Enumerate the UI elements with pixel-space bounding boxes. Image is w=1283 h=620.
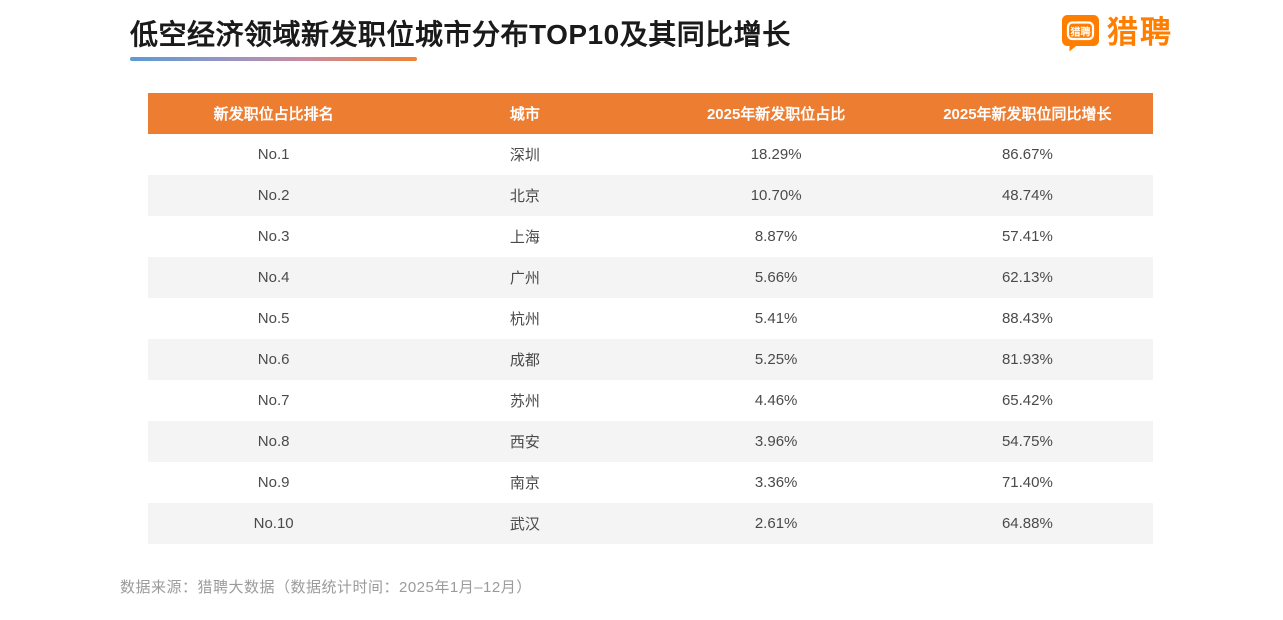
cell-growth: 88.43% xyxy=(901,298,1153,339)
table-row: No.7 苏州 4.46% 65.42% xyxy=(148,380,1153,421)
cell-rank: No.2 xyxy=(148,175,400,216)
table-row: No.5 杭州 5.41% 88.43% xyxy=(148,298,1153,339)
cell-rank: No.6 xyxy=(148,339,400,380)
table-row: No.4 广州 5.66% 62.13% xyxy=(148,257,1153,298)
cell-growth: 65.42% xyxy=(901,380,1153,421)
cell-growth: 81.93% xyxy=(901,339,1153,380)
page-title: 低空经济领域新发职位城市分布TOP10及其同比增长 xyxy=(130,19,791,50)
cell-rank: No.1 xyxy=(148,134,400,175)
cell-city: 上海 xyxy=(399,216,651,257)
cell-share: 5.41% xyxy=(650,298,902,339)
logo-icon-text: 猎聘 xyxy=(1071,26,1091,39)
cell-rank: No.3 xyxy=(148,216,400,257)
cell-city: 苏州 xyxy=(399,380,651,421)
cell-share: 10.70% xyxy=(650,175,902,216)
cell-city: 杭州 xyxy=(399,298,651,339)
logo-brand-text: 猎聘 xyxy=(1107,15,1173,50)
cell-city: 西安 xyxy=(399,421,651,462)
cell-rank: No.4 xyxy=(148,257,400,298)
liepin-logo: 猎聘 猎聘 xyxy=(1061,14,1173,52)
cell-share: 5.25% xyxy=(650,339,902,380)
cell-city: 武汉 xyxy=(399,503,651,544)
table-row: No.9 南京 3.36% 71.40% xyxy=(148,462,1153,503)
column-header-rank: 新发职位占比排名 xyxy=(148,93,400,134)
column-header-city: 城市 xyxy=(399,93,651,134)
data-source-note: 数据来源：猎聘大数据（数据统计时间：2025年1月–12月） xyxy=(120,579,532,596)
column-header-share: 2025年新发职位占比 xyxy=(650,93,902,134)
cell-growth: 71.40% xyxy=(901,462,1153,503)
cell-rank: No.9 xyxy=(148,462,400,503)
table-row: No.1 深圳 18.29% 86.67% xyxy=(148,134,1153,175)
table-row: No.6 成都 5.25% 81.93% xyxy=(148,339,1153,380)
table-row: No.3 上海 8.87% 57.41% xyxy=(148,216,1153,257)
table-row: No.8 西安 3.96% 54.75% xyxy=(148,421,1153,462)
title-block: 低空经济领域新发职位城市分布TOP10及其同比增长 xyxy=(130,18,791,61)
cell-growth: 57.41% xyxy=(901,216,1153,257)
cell-city: 广州 xyxy=(399,257,651,298)
table-row: No.10 武汉 2.61% 64.88% xyxy=(148,503,1153,544)
cell-rank: No.7 xyxy=(148,380,400,421)
cell-share: 4.46% xyxy=(650,380,902,421)
table-row: No.2 北京 10.70% 48.74% xyxy=(148,175,1153,216)
cell-share: 8.87% xyxy=(650,216,902,257)
cell-rank: No.10 xyxy=(148,503,400,544)
cell-city: 北京 xyxy=(399,175,651,216)
cell-rank: No.8 xyxy=(148,421,400,462)
cell-city: 南京 xyxy=(399,462,651,503)
cell-city: 深圳 xyxy=(399,134,651,175)
top10-table-container: 新发职位占比排名 城市 2025年新发职位占比 2025年新发职位同比增长 No… xyxy=(148,93,1153,544)
table-header-row: 新发职位占比排名 城市 2025年新发职位占比 2025年新发职位同比增长 xyxy=(148,93,1153,134)
cell-share: 2.61% xyxy=(650,503,902,544)
cell-share: 3.96% xyxy=(650,421,902,462)
cell-share: 3.36% xyxy=(650,462,902,503)
title-underline-gradient xyxy=(130,57,417,61)
cell-share: 18.29% xyxy=(650,134,902,175)
column-header-growth: 2025年新发职位同比增长 xyxy=(901,93,1153,134)
cell-city: 成都 xyxy=(399,339,651,380)
cell-growth: 86.67% xyxy=(901,134,1153,175)
liepin-chat-bubble-icon: 猎聘 xyxy=(1062,15,1099,52)
cell-growth: 64.88% xyxy=(901,503,1153,544)
cell-growth: 62.13% xyxy=(901,257,1153,298)
top10-cities-table: 新发职位占比排名 城市 2025年新发职位占比 2025年新发职位同比增长 No… xyxy=(148,93,1153,544)
cell-growth: 54.75% xyxy=(901,421,1153,462)
cell-rank: No.5 xyxy=(148,298,400,339)
cell-share: 5.66% xyxy=(650,257,902,298)
cell-growth: 48.74% xyxy=(901,175,1153,216)
